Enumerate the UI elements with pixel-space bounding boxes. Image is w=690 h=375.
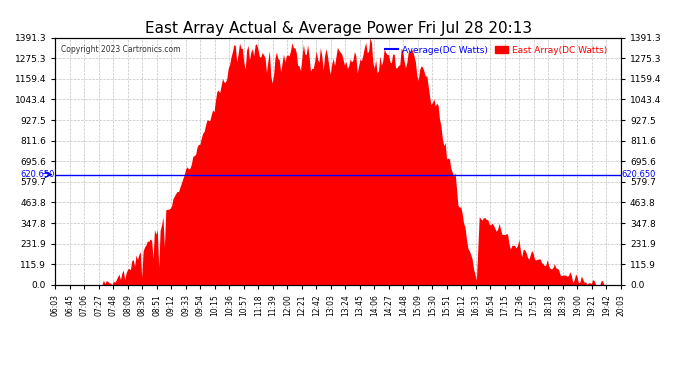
Title: East Array Actual & Average Power Fri Jul 28 20:13: East Array Actual & Average Power Fri Ju…: [144, 21, 532, 36]
Text: Copyright 2023 Cartronics.com: Copyright 2023 Cartronics.com: [61, 45, 180, 54]
Text: →: →: [41, 170, 50, 180]
Legend: Average(DC Watts), East Array(DC Watts): Average(DC Watts), East Array(DC Watts): [381, 42, 611, 58]
Text: 620.650: 620.650: [21, 170, 55, 179]
Text: 620.650: 620.650: [621, 170, 656, 179]
